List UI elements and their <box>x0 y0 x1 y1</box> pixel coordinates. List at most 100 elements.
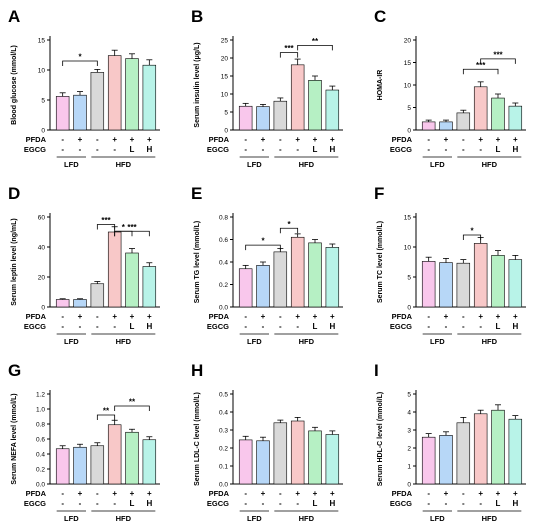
y-tick-label: 4 <box>407 409 411 416</box>
pfda-cell: - <box>462 135 465 144</box>
y-tick-label: 0 <box>224 127 228 134</box>
pfda-cell: - <box>462 489 465 498</box>
bar <box>90 72 105 131</box>
pfda-cell: + <box>147 489 152 498</box>
bar <box>325 434 340 485</box>
y-tick-label: 20 <box>38 274 46 281</box>
panel-letter: G <box>8 361 21 380</box>
bar <box>421 436 436 485</box>
egcg-cell: - <box>445 145 448 154</box>
egcg-cell: L <box>313 145 318 154</box>
bar <box>473 86 488 131</box>
pfda-cell: + <box>444 312 449 321</box>
egcg-cell: H <box>512 499 518 508</box>
y-tick-label: 1.0 <box>36 406 45 413</box>
y-tick-label: 20 <box>221 55 229 62</box>
bar <box>273 100 288 131</box>
egcg-cell: - <box>427 499 430 508</box>
significance-bracket <box>462 68 499 75</box>
egcg-cell: - <box>279 499 282 508</box>
y-tick-label: 40 <box>38 244 46 251</box>
panel-letter: B <box>191 7 203 26</box>
bar <box>238 105 253 131</box>
egcg-cell: - <box>462 322 465 331</box>
egcg-cell: - <box>427 322 430 331</box>
egcg-cell: - <box>262 145 265 154</box>
significance-label: ** <box>103 407 110 416</box>
row-label-egcg: EGCG <box>390 499 412 508</box>
y-tick-label: 0.3 <box>219 427 228 434</box>
significance-bracket <box>245 244 281 251</box>
significance-label: ** <box>129 398 136 407</box>
y-tick-label: 0.2 <box>36 466 45 473</box>
pfda-cell: - <box>96 312 99 321</box>
y-tick-label: 15 <box>404 214 412 221</box>
y-tick-label: 0.2 <box>219 445 228 452</box>
pfda-cell: + <box>112 135 117 144</box>
significance-bracket <box>96 414 116 420</box>
pfda-cell: + <box>295 312 300 321</box>
y-axis-label: Serum leptin level (ng/mL) <box>11 218 18 306</box>
panel-letter: H <box>191 361 203 380</box>
row-label-egcg: EGCG <box>390 322 412 331</box>
significance-label: * <box>287 220 291 229</box>
egcg-cell: - <box>79 145 82 154</box>
egcg-cell: - <box>113 499 116 508</box>
row-label-egcg: EGCG <box>24 499 46 508</box>
row-label-pfda: PFDA <box>209 489 230 498</box>
bar <box>256 106 270 131</box>
pfda-cell: + <box>330 489 335 498</box>
pfda-cell: - <box>279 135 282 144</box>
panel-letter: D <box>8 184 20 203</box>
bar <box>125 431 139 485</box>
bar <box>142 64 157 131</box>
significance-label: * <box>122 223 126 232</box>
pfda-cell: - <box>244 312 247 321</box>
y-tick-label: 10 <box>404 244 412 251</box>
bar <box>491 97 505 131</box>
egcg-cell: - <box>262 322 265 331</box>
group-label-hfd: HFD <box>299 160 315 169</box>
bar <box>439 121 453 131</box>
y-tick-label: 0.4 <box>219 259 228 266</box>
pfda-cell: + <box>313 312 318 321</box>
pfda-cell: - <box>427 312 430 321</box>
egcg-cell: L <box>496 322 501 331</box>
bar <box>508 418 523 485</box>
bar <box>439 262 453 308</box>
row-label-egcg: EGCG <box>207 499 229 508</box>
egcg-cell: - <box>279 322 282 331</box>
row-label-egcg: EGCG <box>390 145 412 154</box>
bar <box>308 242 322 308</box>
y-tick-label: 20 <box>404 37 412 44</box>
row-label-pfda: PFDA <box>392 312 413 321</box>
y-axis-label: Serum NEFA level (mmol/L) <box>11 393 18 484</box>
panel-c: CHOMA-IR05101520******PFDAEGCG--+---+-+L… <box>374 7 526 169</box>
y-axis-label: Blood glucose (mmol/L) <box>11 45 18 125</box>
y-tick-label: 5 <box>41 97 45 104</box>
pfda-cell: + <box>313 135 318 144</box>
bar <box>473 243 488 308</box>
egcg-cell: - <box>296 145 299 154</box>
pfda-cell: + <box>478 135 483 144</box>
egcg-cell: - <box>61 145 64 154</box>
group-label-lfd: LFD <box>247 514 262 523</box>
y-tick-label: 0.6 <box>36 436 45 443</box>
egcg-cell: - <box>113 145 116 154</box>
egcg-cell: - <box>462 499 465 508</box>
pfda-cell: + <box>478 312 483 321</box>
pfda-cell: + <box>112 312 117 321</box>
group-label-lfd: LFD <box>64 514 79 523</box>
egcg-cell: - <box>479 145 482 154</box>
pfda-cell: + <box>78 135 83 144</box>
panel-letter: E <box>191 184 202 203</box>
y-tick-label: 5 <box>224 109 228 116</box>
pfda-cell: + <box>444 489 449 498</box>
pfda-cell: + <box>130 489 135 498</box>
row-label-pfda: PFDA <box>209 312 230 321</box>
egcg-cell: H <box>512 145 518 154</box>
bar <box>325 89 340 131</box>
egcg-cell: L <box>130 145 135 154</box>
bar <box>491 409 505 485</box>
significance-label: * <box>470 227 474 236</box>
